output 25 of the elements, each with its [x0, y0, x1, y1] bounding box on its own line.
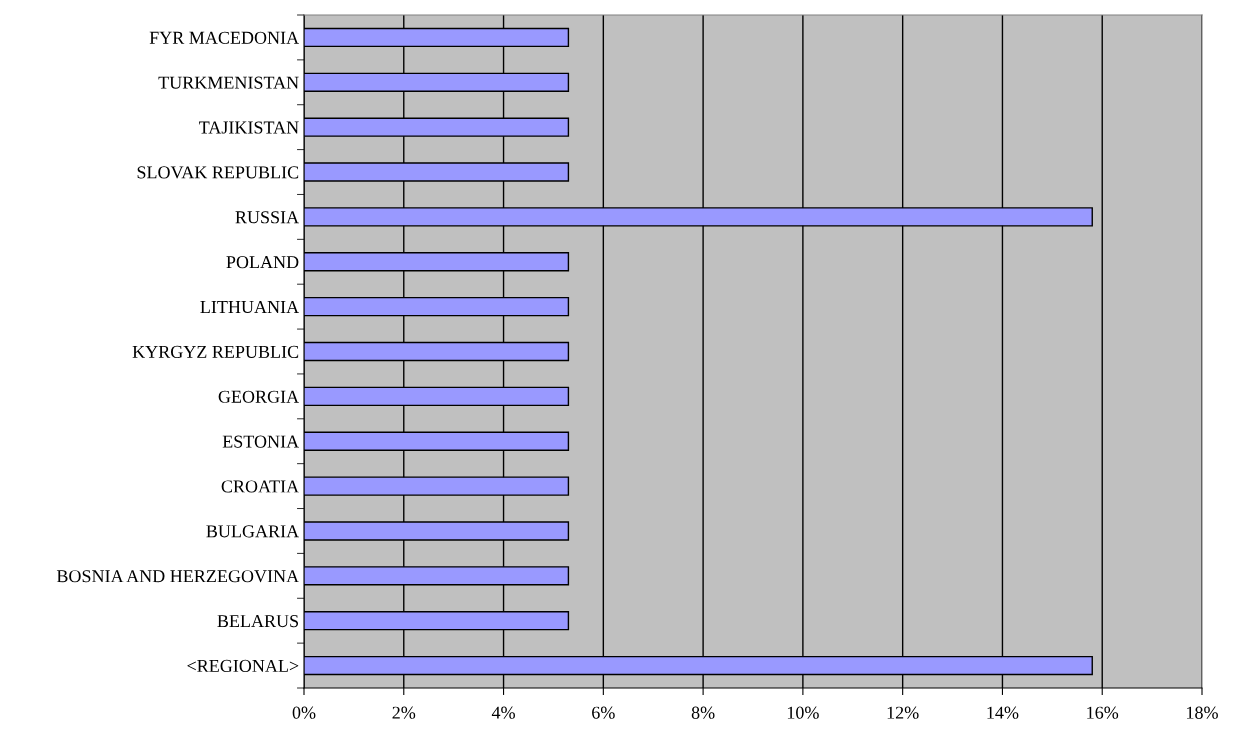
- y-tick-label: BELARUS: [217, 615, 299, 628]
- x-tick-label: 2%: [392, 706, 416, 719]
- x-tick-label: 4%: [491, 706, 515, 719]
- y-tick-label: TAJIKISTAN: [199, 121, 299, 134]
- y-tick-label: CROATIA: [221, 480, 300, 493]
- y-tick-label: BOSNIA AND HERZEGOVINA: [56, 570, 300, 583]
- x-tick-label: 10%: [787, 706, 819, 719]
- y-tick-label: ESTONIA: [222, 435, 300, 448]
- y-tick-label: RUSSIA: [235, 211, 300, 224]
- y-tick-label: SLOVAK REPUBLIC: [137, 166, 299, 179]
- x-tick-label: 12%: [887, 706, 919, 719]
- y-tick-label: <REGIONAL>: [187, 659, 299, 673]
- x-tick-label: 6%: [592, 706, 615, 719]
- x-tick-label: 14%: [987, 706, 1019, 719]
- y-tick-label: POLAND: [226, 256, 299, 269]
- x-tick-label: 16%: [1087, 706, 1119, 719]
- x-tick-label: 0%: [292, 706, 316, 719]
- y-tick-label: FYR MACEDONIA: [149, 31, 299, 44]
- y-tick-label: GEORGIA: [218, 390, 300, 403]
- y-tick-label: KYRGYZ REPUBLIC: [132, 345, 299, 358]
- x-tick-label: 18%: [1187, 706, 1218, 719]
- y-tick-label: BULGARIA: [206, 525, 300, 538]
- y-tick-label: LITHUANIA: [200, 300, 300, 314]
- x-tick-label: 8%: [691, 706, 715, 719]
- y-tick-label: TURKMENISTAN: [158, 76, 299, 89]
